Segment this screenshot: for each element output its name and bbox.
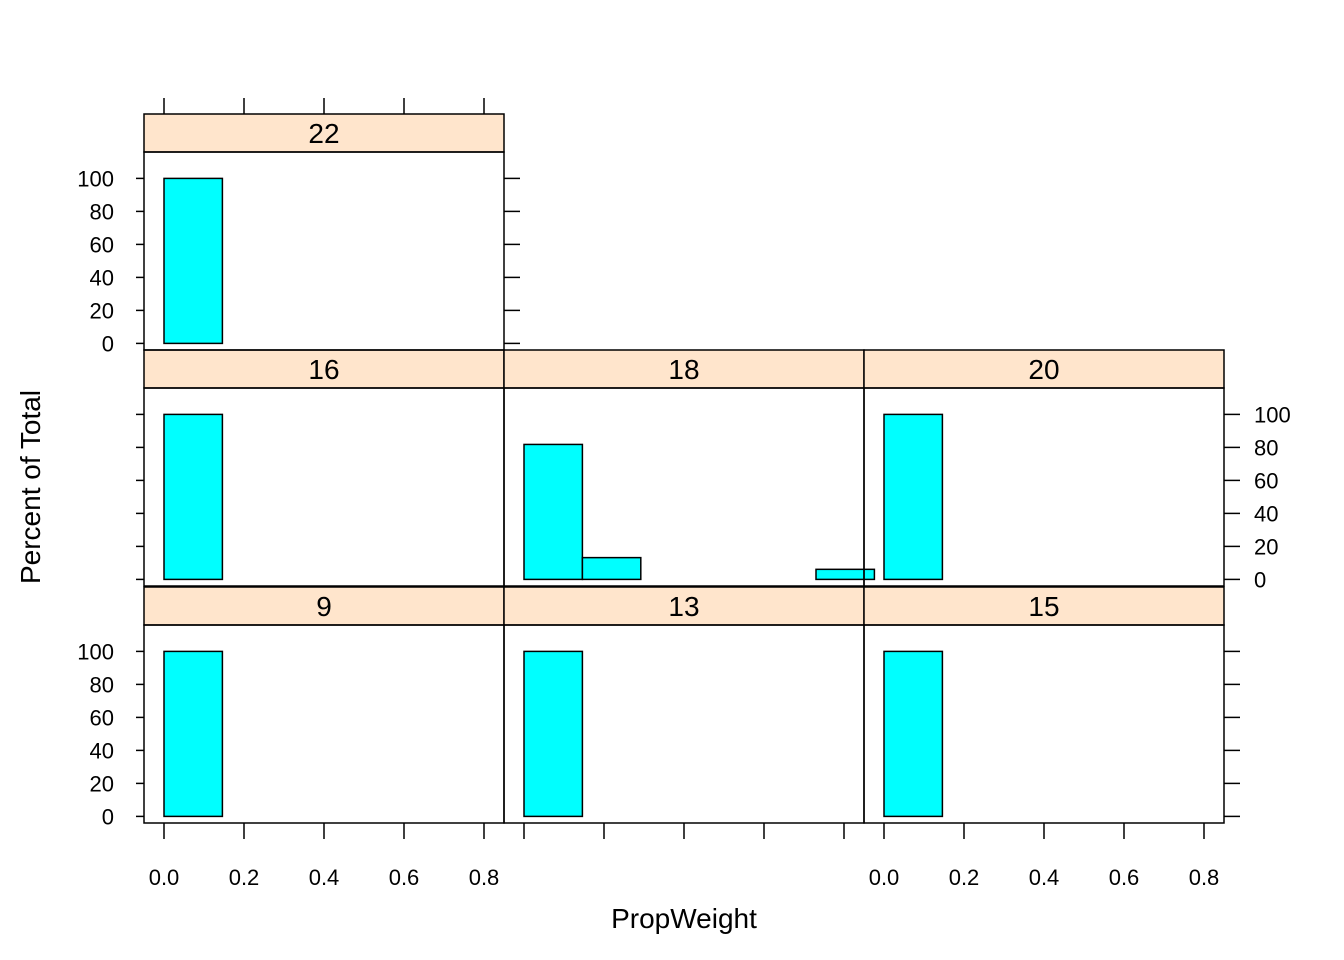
strip-label-13: 13 [668, 591, 699, 622]
x-tick-label-9-0.8: 0.8 [469, 865, 500, 890]
y-tick-label-22-20: 20 [90, 298, 114, 323]
x-tick-label-9-0.4: 0.4 [309, 865, 340, 890]
strip-15 [863, 586, 1225, 626]
bar-22-0 [163, 177, 224, 345]
y-tick-label-22-40: 40 [90, 265, 114, 290]
strip-label-9: 9 [316, 591, 332, 622]
bar-18-1 [581, 556, 642, 581]
y-tick-label-right-20-0: 0 [1254, 567, 1266, 592]
bar-20-0 [883, 413, 944, 581]
y-tick-label-9-0: 0 [102, 804, 114, 829]
y-tick-label-right-20-100: 100 [1254, 402, 1291, 427]
bar-13-0 [523, 650, 584, 818]
bar-16-0 [163, 413, 224, 581]
panel-frame-22 [143, 151, 505, 351]
bar-15-0 [883, 650, 944, 818]
y-tick-label-9-20: 20 [90, 771, 114, 796]
strip-label-20: 20 [1028, 354, 1059, 385]
y-tick-label-right-20-40: 40 [1254, 501, 1278, 526]
x-axis-title: PropWeight [611, 903, 757, 934]
strip-9 [143, 586, 505, 626]
x-tick-label-9-0.2: 0.2 [229, 865, 260, 890]
strip-label-22: 22 [308, 118, 339, 149]
bar-9-0 [163, 650, 224, 818]
y-tick-label-22-80: 80 [90, 199, 114, 224]
bar-18-0 [523, 443, 584, 581]
x-tick-label-15-0.4: 0.4 [1029, 865, 1060, 890]
x-tick-label-15-0.6: 0.6 [1109, 865, 1140, 890]
y-tick-label-9-80: 80 [90, 672, 114, 697]
panel-frame-20 [863, 387, 1225, 587]
strip-20 [863, 349, 1225, 389]
x-tick-label-15-0.8: 0.8 [1189, 865, 1220, 890]
y-tick-label-9-40: 40 [90, 738, 114, 763]
y-tick-label-22-0: 0 [102, 331, 114, 356]
x-tick-label-9-0.6: 0.6 [389, 865, 420, 890]
bar-18-5 [815, 568, 876, 581]
y-tick-label-9-100: 100 [77, 639, 114, 664]
x-tick-label-15-0: 0.0 [869, 865, 900, 890]
y-tick-label-22-60: 60 [90, 232, 114, 257]
y-tick-label-right-20-80: 80 [1254, 435, 1278, 460]
y-tick-label-right-20-20: 20 [1254, 534, 1278, 559]
y-tick-label-9-60: 60 [90, 705, 114, 730]
x-tick-label-9-0: 0.0 [149, 865, 180, 890]
strip-label-15: 15 [1028, 591, 1059, 622]
y-tick-label-right-20-60: 60 [1254, 468, 1278, 493]
y-axis-title: Percent of Total [15, 390, 46, 584]
x-tick-label-15-0.2: 0.2 [949, 865, 980, 890]
strip-label-16: 16 [308, 354, 339, 385]
y-tick-label-22-100: 100 [77, 166, 114, 191]
strip-label-18: 18 [668, 354, 699, 385]
